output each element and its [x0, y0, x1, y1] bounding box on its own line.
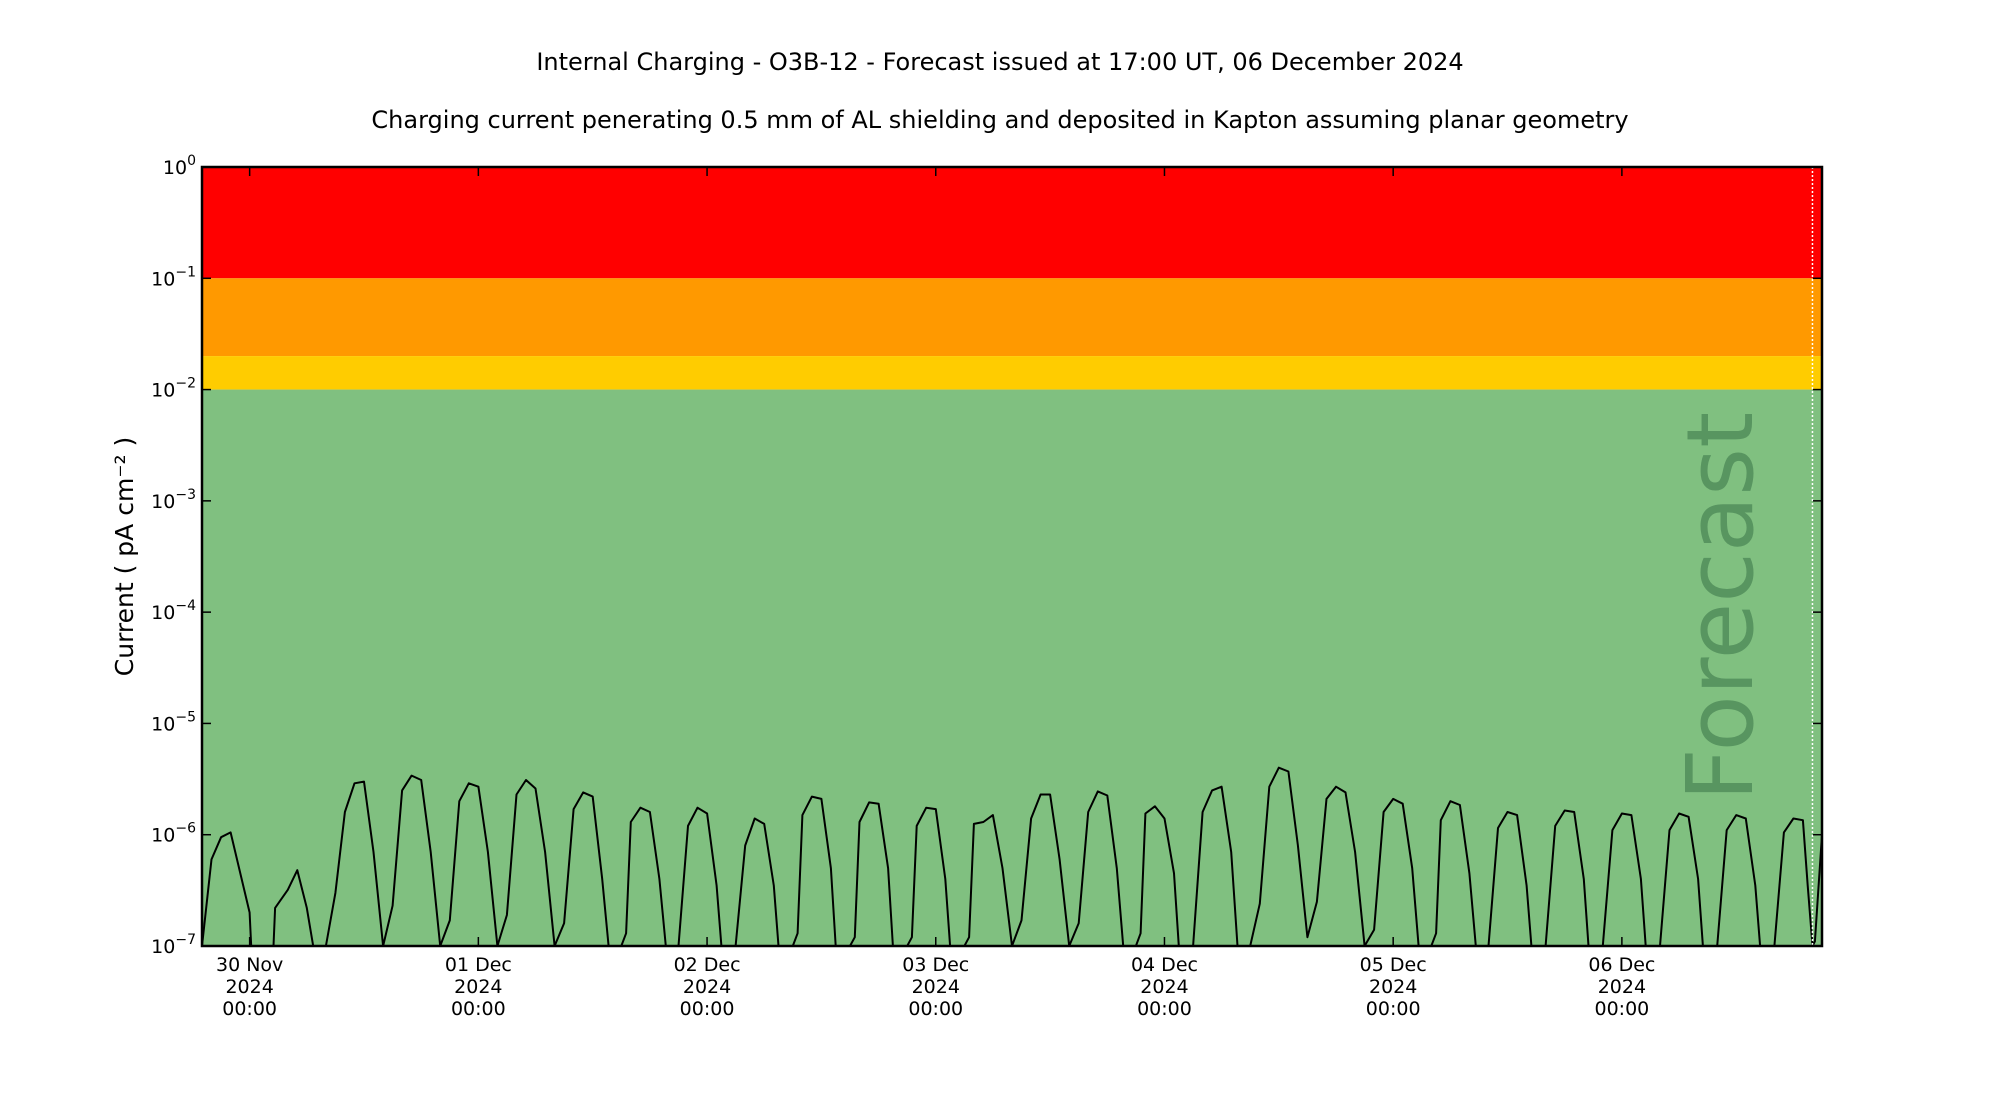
x-tick-label-5-2: 00:00: [1366, 998, 1421, 1020]
y-tick-label-3: 10−3: [151, 487, 196, 513]
plot-frame: [200, 165, 1824, 948]
x-tick-label-2-1: 2024: [683, 976, 731, 998]
x-tick-label-6-0: 06 Dec: [1588, 954, 1655, 976]
threshold-band-1: [202, 278, 1822, 357]
x-tick-label-0-1: 2024: [225, 976, 273, 998]
forecast-region: Forecast: [1667, 167, 1814, 946]
x-tick-label-3-0: 03 Dec: [902, 954, 969, 976]
threshold-band-3: [202, 389, 1822, 947]
y-tick-label-2: 10−2: [151, 376, 196, 402]
series-line-0: [202, 766, 1822, 946]
y-tick-label-1: 10−1: [151, 264, 196, 290]
x-tick-label-4-0: 04 Dec: [1131, 954, 1198, 976]
series-layer: [202, 766, 1822, 946]
y-tick-label-5: 10−5: [151, 709, 196, 735]
x-tick-label-3-2: 00:00: [908, 998, 963, 1020]
x-tick-label-3-1: 2024: [912, 976, 960, 998]
y-tick-label-6: 10−6: [151, 821, 196, 847]
threshold-bands: [202, 167, 1822, 947]
x-tick-label-4-2: 00:00: [1137, 998, 1192, 1020]
x-tick-label-6-2: 00:00: [1594, 998, 1649, 1020]
x-tick-label-1-2: 00:00: [451, 998, 506, 1020]
x-tick-label-1-0: 01 Dec: [445, 954, 512, 976]
x-tick-label-2-2: 00:00: [680, 998, 735, 1020]
chart-title: Internal Charging - O3B-12 - Forecast is…: [536, 48, 1464, 76]
y-tick-label-4: 10−4: [151, 598, 196, 624]
x-tick-label-2-0: 02 Dec: [674, 954, 741, 976]
x-tick-label-0-0: 30 Nov: [216, 954, 283, 976]
x-tick-label-0-2: 00:00: [222, 998, 277, 1020]
forecast-label: Forecast: [1667, 412, 1774, 801]
x-tick-label-1-1: 2024: [454, 976, 502, 998]
y-tick-label-0: 100: [163, 153, 196, 179]
threshold-band-0: [202, 167, 1822, 279]
x-tick-label-6-1: 2024: [1598, 976, 1646, 998]
threshold-band-2: [202, 356, 1822, 390]
y-tick-label-7: 10−7: [151, 932, 196, 958]
x-tick-label-5-0: 05 Dec: [1360, 954, 1427, 976]
chart-subtitle: Charging current penerating 0.5 mm of AL…: [371, 106, 1629, 134]
x-tick-label-4-1: 2024: [1140, 976, 1188, 998]
x-tick-label-5-1: 2024: [1369, 976, 1417, 998]
y-axis-label: Current ( pA cm⁻² ): [110, 437, 139, 676]
